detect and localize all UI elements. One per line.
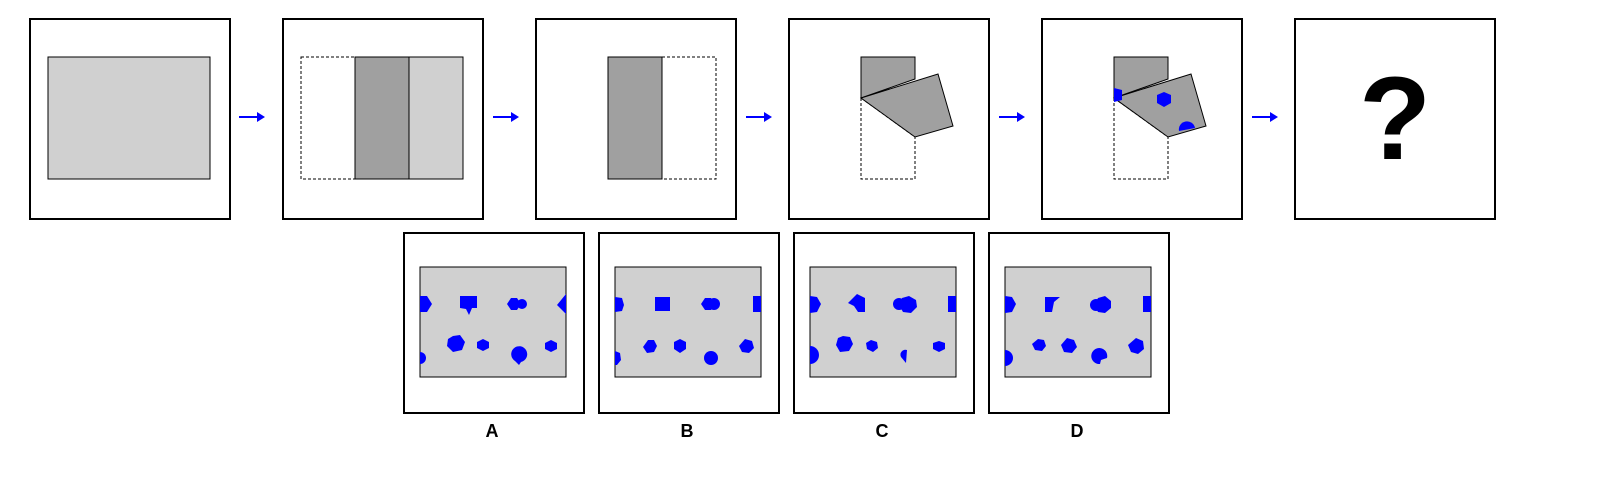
unfolded-paper-figure [47, 56, 211, 180]
option-c-label: C [875, 421, 889, 441]
arrow-icon [746, 112, 772, 122]
hexagon-hole [1157, 92, 1171, 107]
step-2-panel [282, 18, 484, 220]
first-fold-figure [300, 56, 464, 180]
option-a-label: A [485, 421, 499, 441]
edge-hole-mark [1178, 121, 1195, 131]
arrow-icon [493, 112, 519, 122]
option-d-figure [1004, 266, 1152, 378]
question-mark: ? [1358, 53, 1432, 185]
step-3-panel [535, 18, 737, 220]
arrow-icon [1252, 112, 1278, 122]
step-5-panel [1041, 18, 1243, 220]
option-b[interactable] [598, 232, 780, 414]
option-c-figure [809, 266, 957, 378]
step-4-panel [788, 18, 990, 220]
arrow-icon [999, 112, 1025, 122]
arrow-icon [239, 112, 265, 122]
option-b-figure [614, 266, 762, 378]
option-d[interactable] [988, 232, 1170, 414]
punched-paper-figure [1112, 56, 1207, 180]
option-a[interactable] [403, 232, 585, 414]
option-a-figure [419, 266, 567, 378]
answer-panel: ? [1294, 18, 1496, 220]
option-c[interactable] [793, 232, 975, 414]
edge-hole-mark [1114, 88, 1122, 102]
third-fold-figure [859, 56, 954, 180]
second-fold-figure [607, 56, 717, 180]
step-1-panel [29, 18, 231, 220]
option-b-label: B [680, 421, 694, 441]
option-d-label: D [1070, 421, 1084, 441]
